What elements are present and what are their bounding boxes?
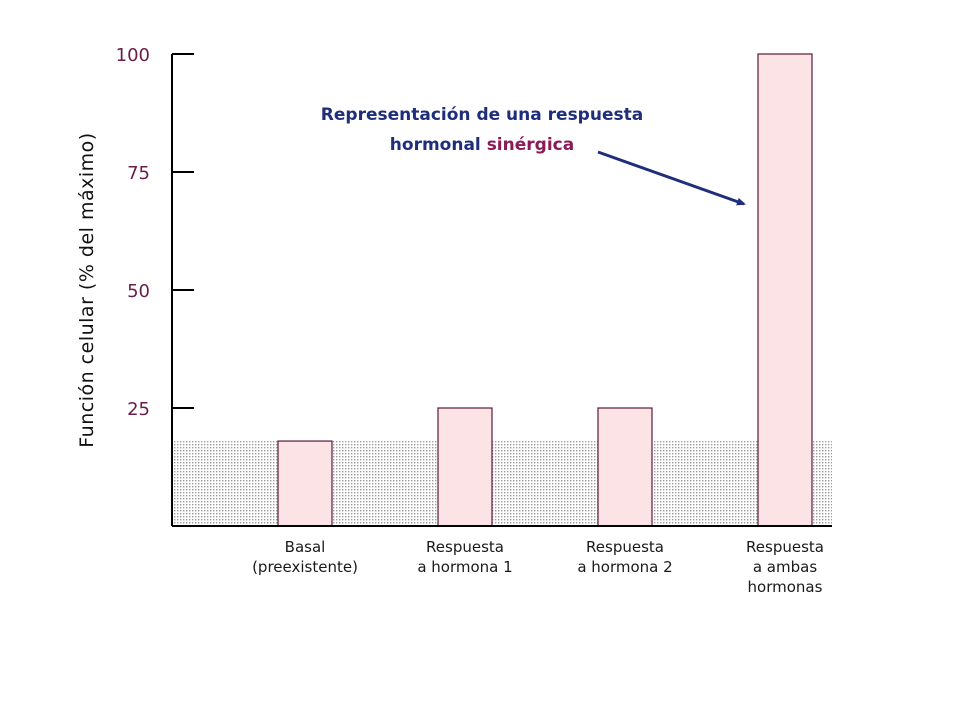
category-label-4: a ambas xyxy=(753,558,817,576)
category-labels: Basal (preexistente) Respuesta a hormona 1 R… xyxy=(252,538,824,596)
bar-1 xyxy=(277,440,333,527)
category-label-4: Respuesta xyxy=(746,538,824,556)
baseline-shaded-region xyxy=(172,441,832,526)
y-tick-label: 25 xyxy=(127,399,150,420)
annotation-arrow xyxy=(597,150,746,206)
category-label-2: Respuesta xyxy=(426,538,504,556)
y-axis-title: Función celular (% del máximo) xyxy=(76,132,98,447)
annotation-line-2: hormonal sinérgica xyxy=(390,135,574,155)
annotation-line-1: Representación de una respuesta xyxy=(321,105,643,125)
bar-3 xyxy=(597,407,653,527)
bars xyxy=(277,53,813,527)
category-label-3: Respuesta xyxy=(586,538,664,556)
category-label-1: (preexistente) xyxy=(252,558,358,576)
annotation: Representación de una respuesta hormonal… xyxy=(321,105,746,206)
y-tick-label: 50 xyxy=(127,281,150,302)
y-tick-label: 75 xyxy=(127,163,150,184)
category-label-4: hormonas xyxy=(748,578,823,596)
category-label-1: Basal xyxy=(285,538,326,556)
category-label-2: a hormona 1 xyxy=(417,558,512,576)
bar-2 xyxy=(437,407,493,527)
annotation-highlight-word: sinérgica xyxy=(487,135,575,155)
y-tick-label: 100 xyxy=(116,45,150,66)
annotation-line-2-prefix: hormonal xyxy=(390,135,487,155)
category-label-3: a hormona 2 xyxy=(577,558,672,576)
y-ticks: 25 50 75 100 xyxy=(116,45,194,420)
bar-4 xyxy=(757,53,813,527)
